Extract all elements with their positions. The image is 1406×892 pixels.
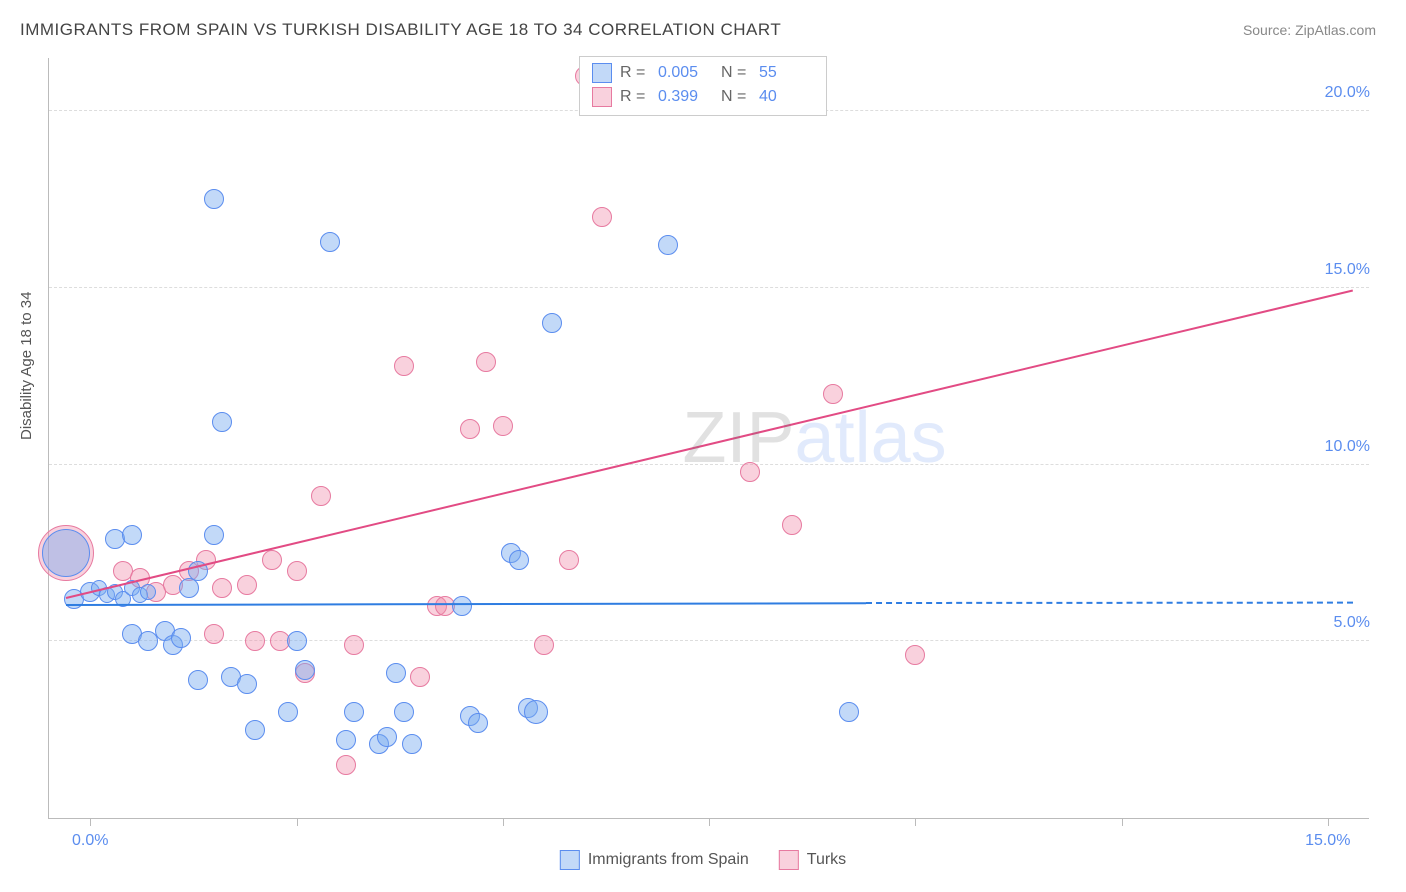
- series-a-point: [204, 189, 224, 209]
- series-a-point: [452, 596, 472, 616]
- series-b-point: [212, 578, 232, 598]
- x-tick: [90, 818, 91, 826]
- series-b-point: [204, 624, 224, 644]
- series-a-point: [171, 628, 191, 648]
- legend-row: R = 0.399 N = 40: [592, 85, 814, 109]
- series-b-point: [740, 462, 760, 482]
- series-a-point: [140, 584, 156, 600]
- series-b-point: [237, 575, 257, 595]
- legend-row: R = 0.005 N = 55: [592, 61, 814, 85]
- watermark: ZIPatlas: [683, 397, 947, 479]
- series-a-point: [839, 702, 859, 722]
- series-a-point: [42, 529, 90, 577]
- legend-swatch: [592, 63, 612, 83]
- series-a-point: [524, 700, 548, 724]
- series-a-point: [468, 713, 488, 733]
- gridline: [49, 464, 1369, 465]
- r-label: R =: [620, 64, 650, 82]
- series-a-point: [377, 727, 397, 747]
- series-a-point: [122, 525, 142, 545]
- n-label: N =: [721, 64, 751, 82]
- series-legend: Immigrants from Spain Turks: [560, 850, 846, 870]
- trend-line-b: [65, 289, 1352, 598]
- n-label: N =: [721, 88, 751, 106]
- series-b-point: [245, 631, 265, 651]
- r-label: R =: [620, 88, 650, 106]
- series-a-point: [188, 670, 208, 690]
- series-a-point: [394, 702, 414, 722]
- series-a-point: [204, 525, 224, 545]
- legend-swatch: [560, 850, 580, 870]
- series-b-point: [905, 645, 925, 665]
- series-b-point: [394, 356, 414, 376]
- series-a-point: [245, 720, 265, 740]
- series-b-point: [823, 384, 843, 404]
- series-b-point: [493, 416, 513, 436]
- series-b-point: [410, 667, 430, 687]
- y-tick-label: 15.0%: [1321, 261, 1374, 279]
- watermark-part2: atlas: [795, 398, 947, 478]
- series-a-point: [237, 674, 257, 694]
- series-a-point: [179, 578, 199, 598]
- y-tick-label: 20.0%: [1321, 84, 1374, 102]
- y-axis-label: Disability Age 18 to 34: [18, 292, 35, 440]
- series-b-point: [592, 207, 612, 227]
- series-b-point: [476, 352, 496, 372]
- series-a-point: [336, 730, 356, 750]
- series-a-point: [509, 550, 529, 570]
- correlation-legend: R = 0.005 N = 55 R = 0.399 N = 40: [579, 56, 827, 116]
- r-value: 0.399: [658, 88, 713, 106]
- legend-label: Immigrants from Spain: [588, 851, 749, 869]
- y-tick-label: 10.0%: [1321, 438, 1374, 456]
- x-tick: [1122, 818, 1123, 826]
- x-tick: [1328, 818, 1329, 826]
- source-attribution: Source: ZipAtlas.com: [1243, 22, 1376, 38]
- series-b-point: [534, 635, 554, 655]
- x-tick-label: 0.0%: [72, 832, 108, 850]
- series-a-point: [295, 660, 315, 680]
- x-tick: [709, 818, 710, 826]
- series-a-point: [287, 631, 307, 651]
- series-a-point: [212, 412, 232, 432]
- legend-item: Turks: [779, 850, 846, 870]
- series-a-point: [344, 702, 364, 722]
- series-b-point: [262, 550, 282, 570]
- x-tick-label: 15.0%: [1305, 832, 1350, 850]
- n-value: 55: [759, 64, 814, 82]
- series-a-point: [278, 702, 298, 722]
- series-b-point: [782, 515, 802, 535]
- series-b-point: [287, 561, 307, 581]
- series-a-point: [402, 734, 422, 754]
- x-tick: [915, 818, 916, 826]
- x-tick: [503, 818, 504, 826]
- legend-swatch: [592, 87, 612, 107]
- y-tick-label: 5.0%: [1330, 614, 1374, 632]
- series-b-point: [460, 419, 480, 439]
- scatter-plot-area: ZIPatlas 5.0%10.0%15.0%20.0%0.0%15.0%: [48, 58, 1369, 819]
- series-a-point: [542, 313, 562, 333]
- gridline: [49, 287, 1369, 288]
- legend-label: Turks: [807, 851, 846, 869]
- chart-title: IMMIGRANTS FROM SPAIN VS TURKISH DISABIL…: [20, 20, 781, 40]
- x-tick: [297, 818, 298, 826]
- source-prefix: Source:: [1243, 22, 1295, 38]
- n-value: 40: [759, 88, 814, 106]
- series-b-point: [311, 486, 331, 506]
- trend-line-a-ext: [866, 602, 1353, 604]
- series-b-point: [559, 550, 579, 570]
- series-a-point: [320, 232, 340, 252]
- legend-item: Immigrants from Spain: [560, 850, 749, 870]
- series-b-point: [336, 755, 356, 775]
- series-a-point: [658, 235, 678, 255]
- r-value: 0.005: [658, 64, 713, 82]
- legend-swatch: [779, 850, 799, 870]
- series-b-point: [344, 635, 364, 655]
- series-a-point: [386, 663, 406, 683]
- source-name: ZipAtlas.com: [1295, 22, 1376, 38]
